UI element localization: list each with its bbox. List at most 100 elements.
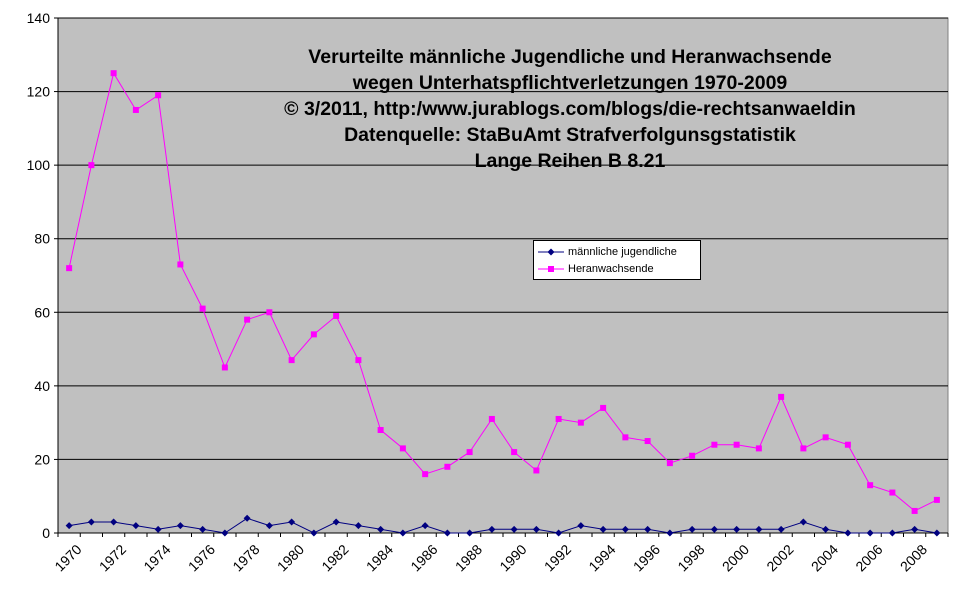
y-tick-label: 140 — [27, 10, 51, 26]
data-point — [844, 441, 851, 448]
data-point — [644, 525, 652, 533]
y-tick-label: 120 — [27, 84, 51, 100]
gridlines — [58, 17, 948, 460]
data-point — [199, 525, 207, 533]
data-point — [466, 449, 473, 456]
x-tick-label: 1972 — [96, 541, 129, 574]
data-point — [511, 449, 518, 456]
diamond-marker-icon — [538, 248, 564, 256]
x-tick-label: 2002 — [763, 541, 796, 574]
title-line-1: Verurteilte männliche Jugendliche und He… — [308, 46, 832, 68]
data-point — [733, 525, 741, 533]
square-marker-icon — [538, 266, 564, 272]
data-point — [488, 525, 496, 533]
data-point — [444, 463, 451, 470]
data-point — [822, 525, 830, 533]
series-0 — [65, 514, 941, 537]
data-point — [778, 393, 785, 400]
x-tick-label: 1978 — [229, 541, 262, 574]
x-tick-label: 1984 — [363, 541, 396, 574]
data-point — [199, 305, 206, 312]
data-point — [822, 434, 829, 441]
x-tick-label: 1994 — [585, 541, 618, 574]
data-point — [777, 525, 785, 533]
x-tick-label: 1988 — [452, 541, 485, 574]
data-point — [332, 518, 340, 526]
data-point — [176, 522, 184, 530]
data-point — [844, 529, 852, 537]
data-point — [422, 471, 429, 478]
data-point — [799, 518, 807, 526]
data-point — [933, 529, 941, 537]
data-point — [65, 522, 73, 530]
x-tick-label: 2000 — [719, 541, 752, 574]
series-line — [69, 517, 937, 534]
series-line — [68, 71, 938, 512]
x-tick-label: 1982 — [318, 541, 351, 574]
data-point — [621, 525, 629, 533]
data-point — [622, 434, 629, 441]
data-point — [555, 529, 563, 537]
data-point — [533, 467, 540, 474]
y-tick-label: 0 — [42, 525, 50, 541]
data-point — [466, 529, 474, 537]
data-point — [110, 70, 117, 77]
data-point — [911, 525, 919, 533]
data-point — [399, 445, 406, 452]
x-tick-label: 1974 — [140, 541, 173, 574]
data-point — [355, 357, 362, 364]
y-tick-label: 60 — [34, 304, 50, 320]
x-tick-label: 1990 — [496, 541, 529, 574]
x-tick-label: 1980 — [274, 541, 307, 574]
legend-label-jugendliche: männliche jugendliche — [568, 246, 677, 258]
data-point — [510, 525, 518, 533]
x-tick-label: 2008 — [897, 541, 930, 574]
data-point — [911, 507, 918, 514]
data-point — [755, 525, 763, 533]
data-point — [354, 522, 362, 530]
data-point — [733, 441, 740, 448]
data-point — [443, 529, 451, 537]
data-point — [87, 518, 95, 526]
data-point — [555, 415, 562, 422]
data-point — [154, 525, 162, 533]
data-point — [310, 529, 318, 537]
data-point — [377, 525, 385, 533]
data-point — [644, 438, 651, 445]
chart-title: Verurteilte männliche Jugendliche und He… — [180, 44, 960, 174]
data-point — [577, 522, 585, 530]
x-tick-label: 2004 — [808, 541, 841, 574]
data-point — [177, 261, 184, 268]
x-tick-label: 2006 — [852, 541, 885, 574]
title-line-5: Lange Reihen B 8.21 — [474, 150, 666, 172]
data-point — [488, 415, 495, 422]
data-point — [265, 522, 273, 530]
data-point — [221, 529, 229, 537]
data-point — [666, 460, 673, 467]
x-axis: 1970 1972 1974 1976 1978 1980 1982 1984 1986 1988… — [51, 532, 949, 575]
data-point — [110, 518, 118, 526]
x-tick-label: 1970 — [51, 541, 84, 574]
data-point — [399, 529, 407, 537]
series-layer — [65, 70, 941, 537]
y-axis: 0 20 40 60 80 100 120 140 — [27, 10, 59, 541]
x-tick-label: 1996 — [630, 541, 663, 574]
data-point — [755, 445, 762, 452]
data-point — [132, 522, 140, 530]
data-point — [288, 518, 296, 526]
y-tick-label: 20 — [34, 451, 50, 467]
data-point — [66, 265, 73, 272]
data-point — [132, 106, 139, 113]
legend: männliche jugendliche Heranwachsende — [533, 240, 701, 280]
data-point — [288, 357, 295, 364]
data-point — [867, 482, 874, 489]
x-tick-label: 1998 — [674, 541, 707, 574]
data-point — [600, 404, 607, 411]
legend-label-heranwachsende: Heranwachsende — [568, 263, 654, 275]
data-point — [532, 525, 540, 533]
data-point — [711, 441, 718, 448]
y-tick-label: 80 — [34, 231, 50, 247]
data-point — [688, 525, 696, 533]
data-point — [266, 309, 273, 316]
data-point — [421, 522, 429, 530]
